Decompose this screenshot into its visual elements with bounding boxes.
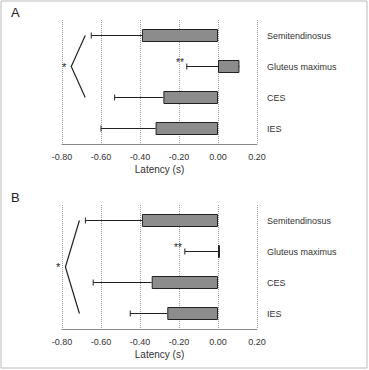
svg-text:0.00: 0.00 <box>209 152 227 162</box>
svg-text:*: * <box>62 61 67 73</box>
svg-text:0.20: 0.20 <box>248 337 266 347</box>
svg-text:IES: IES <box>267 309 282 319</box>
svg-text:Gluteus maximus: Gluteus maximus <box>267 62 337 72</box>
svg-text:-0.40: -0.40 <box>130 337 151 347</box>
svg-text:-0.80: -0.80 <box>52 152 73 162</box>
svg-text:Gluteus maximus: Gluteus maximus <box>267 247 337 257</box>
svg-text:-0.60: -0.60 <box>91 337 112 347</box>
svg-text:0.20: 0.20 <box>248 152 266 162</box>
svg-text:IES: IES <box>267 124 282 134</box>
svg-text:B: B <box>11 190 20 205</box>
svg-text:Latency (s): Latency (s) <box>135 164 184 175</box>
svg-text:0.00: 0.00 <box>209 337 227 347</box>
svg-text:-0.40: -0.40 <box>130 152 151 162</box>
svg-text:Latency (s): Latency (s) <box>135 349 184 360</box>
svg-text:-0.20: -0.20 <box>169 337 190 347</box>
svg-text:**: ** <box>174 242 182 253</box>
svg-text:Semitendinosus: Semitendinosus <box>267 216 332 226</box>
svg-text:CES: CES <box>267 278 286 288</box>
svg-text:*: * <box>56 261 61 273</box>
svg-text:Semitendinosus: Semitendinosus <box>267 31 332 41</box>
svg-text:A: A <box>11 5 20 20</box>
svg-text:CES: CES <box>267 93 286 103</box>
svg-text:-0.20: -0.20 <box>169 152 190 162</box>
svg-text:-0.60: -0.60 <box>91 152 112 162</box>
svg-text:**: ** <box>176 57 184 68</box>
svg-text:-0.80: -0.80 <box>52 337 73 347</box>
